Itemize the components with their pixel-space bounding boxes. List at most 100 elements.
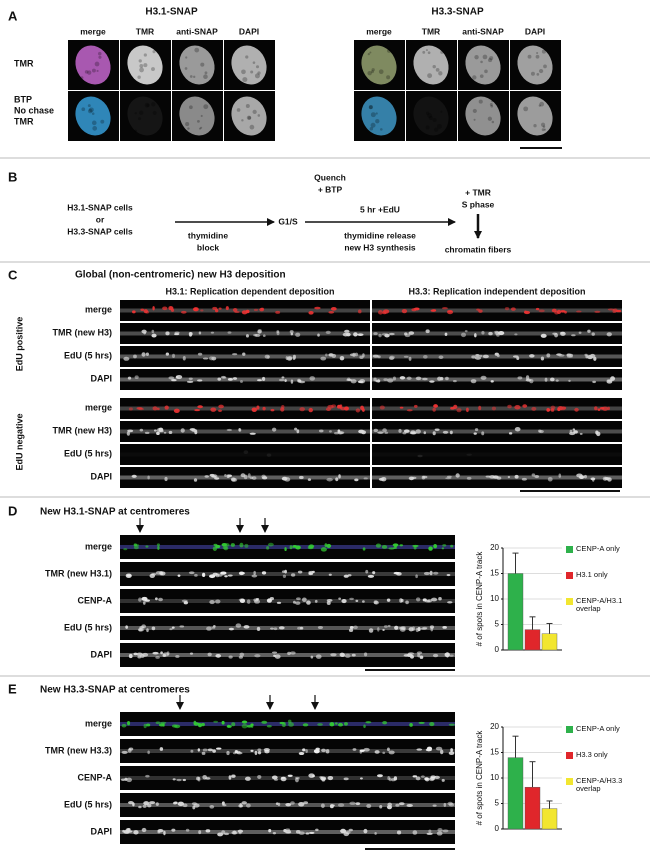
speckle [540, 122, 546, 127]
fiber-signal [193, 478, 198, 482]
row-label: TMR (new H3) [53, 425, 113, 435]
fiber-signal [175, 375, 179, 379]
fiber-signal [171, 828, 176, 832]
fiber-signal [413, 546, 417, 550]
nucleus [231, 45, 267, 85]
fiber-signal [494, 331, 500, 336]
fiber-signal [149, 573, 156, 578]
fiber-signal [337, 429, 341, 433]
fiber-signal [193, 722, 199, 726]
fiber-signal [351, 653, 356, 657]
fiber-signal [504, 306, 510, 311]
fiber-signal [377, 355, 381, 359]
fiber-signal [296, 429, 300, 434]
fiber-signal [432, 407, 436, 412]
fiber-signal [147, 475, 150, 480]
fiber-signal [387, 624, 391, 628]
fiber-signal [377, 627, 380, 632]
fiber-signal [373, 600, 379, 605]
fiber-signal [583, 474, 587, 479]
fiber-signal [238, 655, 243, 659]
fiber-signal [273, 627, 278, 631]
speckle [472, 75, 477, 80]
row-label: merge [85, 718, 112, 728]
speckle [422, 50, 426, 54]
fiber-signal [452, 380, 457, 383]
fiber-signal [413, 307, 420, 311]
speckle [194, 47, 200, 53]
fiber-signal [235, 623, 242, 628]
fiber-signal [158, 427, 164, 432]
fiber-signal [134, 375, 139, 379]
speckle [369, 127, 374, 131]
speckle [200, 126, 203, 129]
speckle [432, 117, 437, 123]
fiber-signal [412, 830, 418, 835]
fiber-signal [409, 722, 413, 727]
fiber-track [120, 545, 455, 549]
fiber-signal [284, 477, 291, 482]
fiber-signal [271, 427, 277, 432]
speckle [200, 62, 205, 67]
fiber-signal [402, 431, 407, 435]
fiber-signal [470, 379, 477, 384]
fiber-signal [566, 353, 572, 357]
fiber-signal [139, 428, 144, 432]
fiber-signal [159, 747, 164, 751]
fiber-signal [228, 775, 232, 780]
fiber-signal [254, 333, 261, 337]
fiber-signal [128, 747, 134, 751]
fiber-signal [249, 476, 254, 480]
fiber-signal [345, 830, 351, 835]
row-label: DAPI [90, 471, 112, 481]
fiber-signal [290, 651, 296, 655]
row-label: merge [85, 402, 112, 412]
fiber-signal [289, 330, 294, 334]
fiber-signal [243, 450, 249, 454]
fiber-signal [375, 543, 382, 548]
fiber-signal [227, 574, 233, 577]
speckle [98, 55, 102, 59]
row-label: DAPI [90, 826, 112, 836]
fiber-signal [572, 428, 576, 431]
fiber-signal [381, 545, 388, 549]
fiber-signal [244, 776, 251, 781]
bar [507, 757, 524, 830]
speckle [184, 67, 188, 70]
fiber-signal [393, 776, 398, 781]
fiber-signal [446, 653, 449, 658]
fiber-signal [202, 748, 208, 752]
fiber-signal [432, 431, 436, 436]
fiber-signal [597, 408, 601, 411]
fiber-signal [430, 776, 436, 781]
fiber-signal [478, 405, 482, 411]
fiber-signal [423, 431, 427, 435]
row-label: merge [85, 304, 112, 314]
fiber-track [372, 406, 622, 411]
fiber-signal [239, 542, 244, 548]
fiber-signal [412, 775, 418, 778]
fiber-signal [525, 378, 532, 382]
fiber-signal [290, 801, 295, 805]
fiber-signal [188, 571, 195, 575]
fiber-signal [213, 720, 219, 723]
fiber-signal [363, 828, 368, 834]
fiber-signal [400, 598, 404, 603]
fiber-signal [328, 311, 335, 314]
fiber-signal [337, 803, 345, 807]
fiber-signal [307, 545, 314, 550]
fiber-signal [257, 774, 262, 779]
fiber-signal [280, 776, 287, 782]
fiber-signal [305, 749, 308, 753]
fiber-signal [473, 432, 477, 435]
fiber-signal [344, 722, 348, 726]
fiber-signal [286, 356, 293, 361]
speckle [436, 123, 442, 129]
fiber-signal [227, 331, 232, 334]
legend-swatch [566, 546, 573, 553]
step-label: S phase [462, 199, 495, 209]
fiber-signal [346, 332, 351, 337]
fiber-signal [326, 477, 333, 482]
fiber-signal [158, 597, 163, 602]
fiber-signal [362, 600, 365, 603]
